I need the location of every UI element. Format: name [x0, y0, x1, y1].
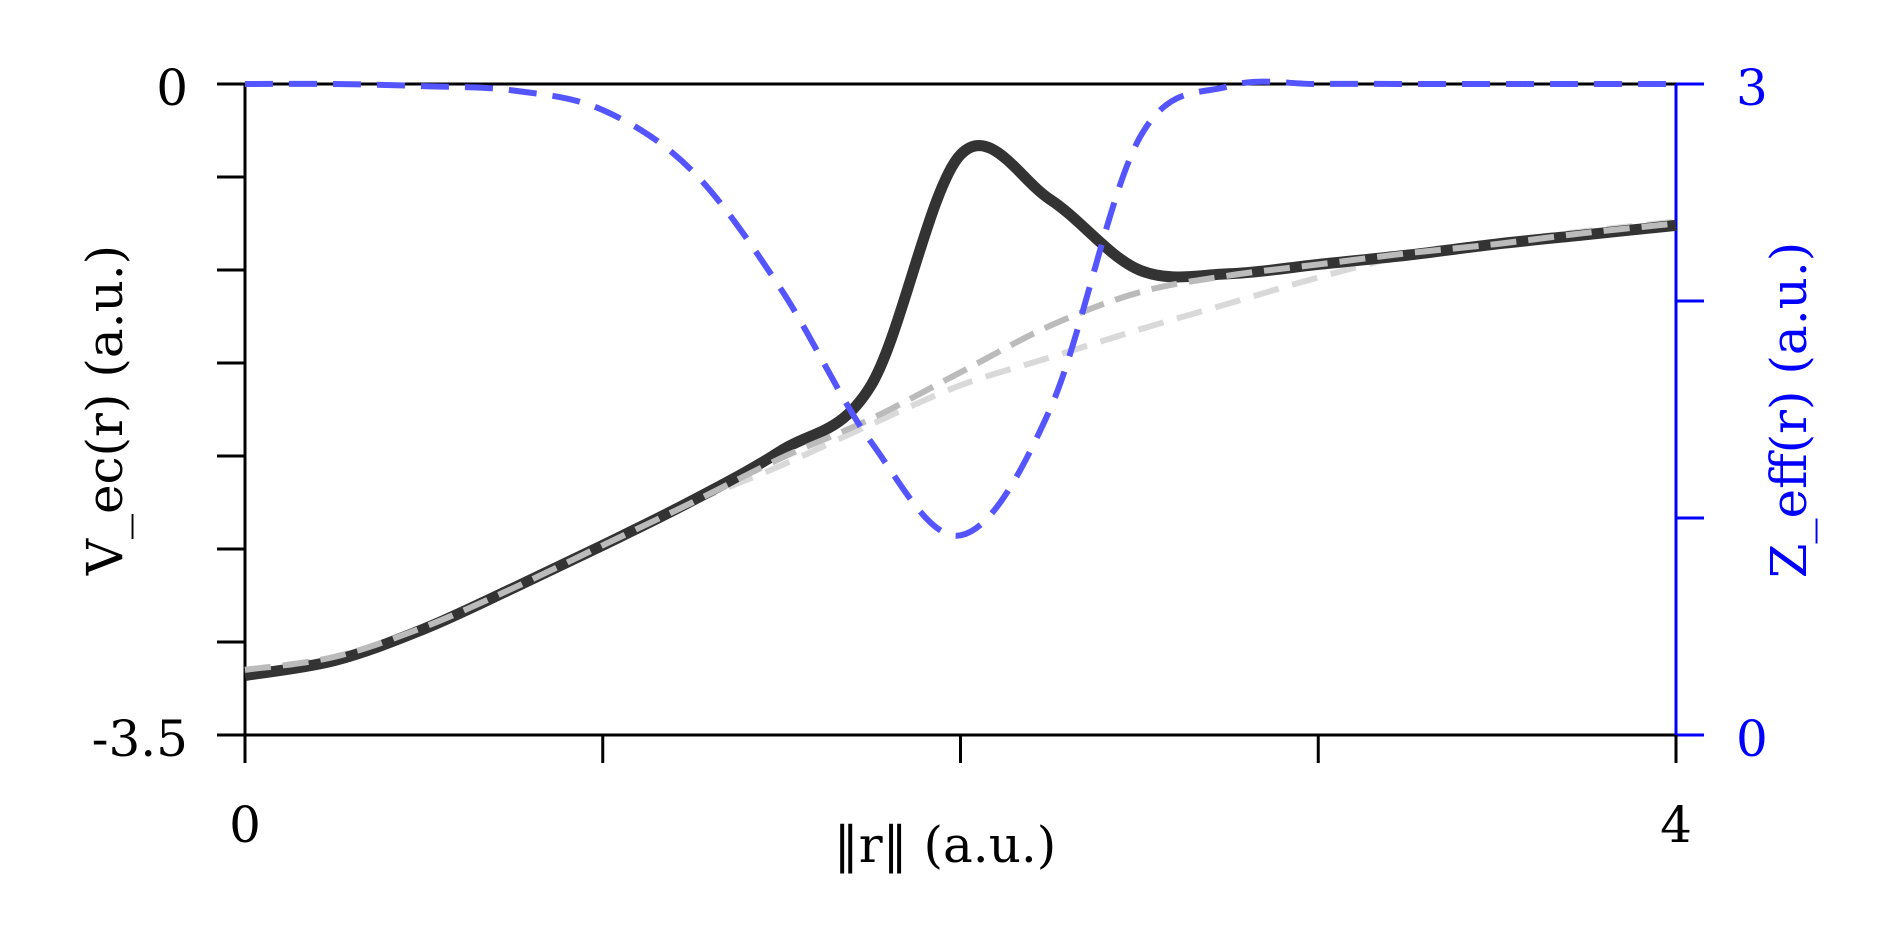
- bottom-axis-ticks: [243, 735, 1678, 763]
- y-right-tick-label-bottom: 0: [1736, 710, 1768, 768]
- x-tick-label-right: 4: [1660, 796, 1692, 854]
- series-line-dashed-gray: [244, 220, 1677, 673]
- curves: [244, 78, 1677, 681]
- y-left-tick-label-top: 0: [156, 59, 188, 117]
- series-line-dashed-light: [244, 218, 1677, 673]
- y-right-tick-label-top: 3: [1736, 59, 1768, 117]
- x-axis-title: ‖r‖ (a.u.): [834, 816, 1057, 874]
- y-right-axis-title: Z_eff(r) (a.u.): [1760, 242, 1818, 578]
- series-line-dashed-blue: [244, 78, 1676, 539]
- x-tick-label-left: 0: [229, 796, 261, 854]
- right-axis-ticks: [1676, 82, 1704, 737]
- series-line-solid-thick: [244, 140, 1677, 681]
- y-left-axis-title: V_ec(r) (a.u.): [76, 245, 134, 576]
- left-axis-ticks: [217, 82, 245, 737]
- y-left-tick-label-bottom: -3.5: [92, 710, 188, 768]
